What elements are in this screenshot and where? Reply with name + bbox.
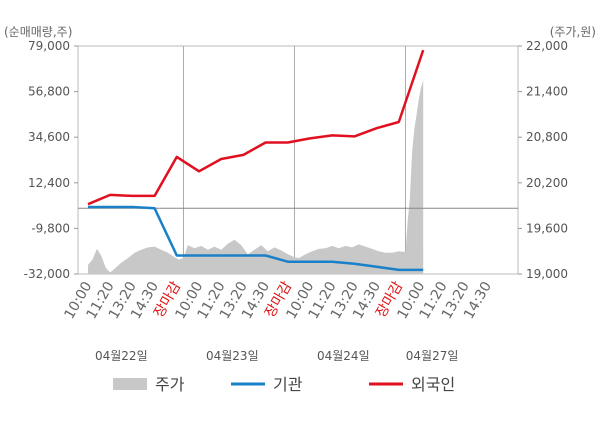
investor-lines-group bbox=[87, 49, 425, 272]
left-tick-label-4: -9,800 bbox=[31, 221, 70, 235]
left-tick-label-2: 34,600 bbox=[28, 130, 70, 144]
left-axis-unit: (순매매량,주) bbox=[4, 25, 72, 39]
legend-label-1: 기관 bbox=[273, 375, 303, 394]
right-axis: 22,000 21,400 20,800 20,200 19,600 19,000 bbox=[518, 39, 568, 281]
right-axis-unit: (주가,원) bbox=[550, 25, 596, 39]
left-axis: 79,000 56,800 34,600 12,400 -9,800 -32,000 bbox=[24, 39, 78, 281]
date-label-1: 04월23일 bbox=[206, 349, 259, 363]
series-line-institution bbox=[88, 205, 424, 272]
date-axis: 04월22일 04월23일 04월24일 04월27일 bbox=[95, 349, 458, 363]
price-area-group bbox=[88, 80, 424, 274]
right-tick-label-5: 19,000 bbox=[526, 267, 568, 281]
series-line-foreign bbox=[87, 49, 425, 206]
left-tick-label-5: -32,000 bbox=[24, 267, 70, 281]
legend: 주가 기관 외국인 bbox=[113, 375, 455, 394]
series-area-price bbox=[88, 80, 424, 274]
right-tick-label-3: 20,200 bbox=[526, 176, 568, 190]
legend-label-2: 외국인 bbox=[411, 375, 455, 394]
right-tick-label-2: 20,800 bbox=[526, 130, 568, 144]
date-label-0: 04월22일 bbox=[95, 349, 148, 363]
legend-swatch-price bbox=[113, 378, 147, 390]
left-tick-label-0: 79,000 bbox=[28, 39, 70, 53]
right-tick-label-4: 19,600 bbox=[526, 221, 568, 235]
date-label-3: 04월27일 bbox=[406, 349, 459, 363]
right-tick-label-1: 21,400 bbox=[526, 85, 568, 99]
plot-frame bbox=[77, 45, 519, 275]
legend-label-0: 주가 bbox=[155, 375, 185, 394]
right-tick-label-0: 22,000 bbox=[526, 39, 568, 53]
left-tick-label-1: 56,800 bbox=[28, 85, 70, 99]
date-label-2: 04월24일 bbox=[317, 349, 370, 363]
x-axis: 10:0011:2013:2014:30장마감10:0011:2013:2014… bbox=[61, 279, 495, 322]
left-tick-label-3: 12,400 bbox=[28, 176, 70, 190]
